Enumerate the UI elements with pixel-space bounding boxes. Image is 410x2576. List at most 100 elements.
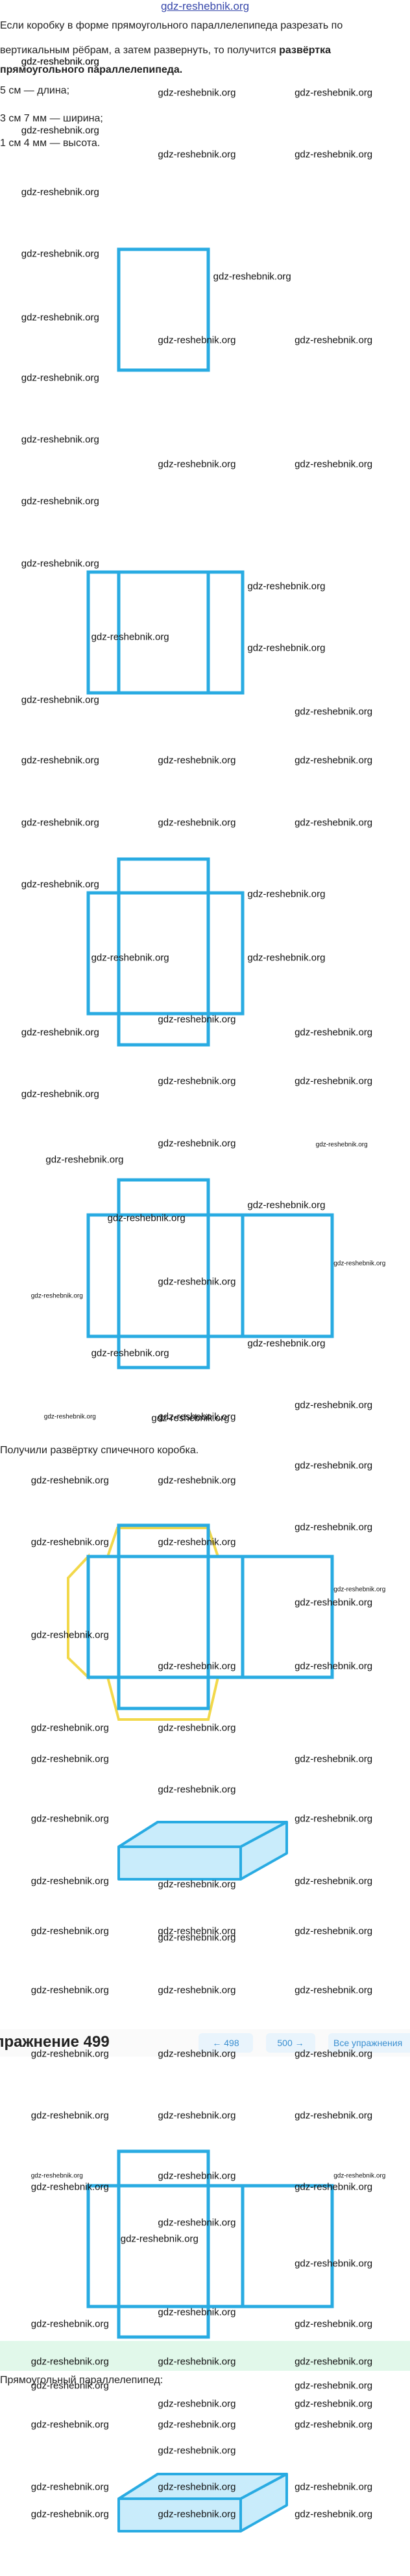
watermark: gdz-reshebnik.org	[91, 952, 169, 964]
intro-bold: развёртка	[279, 45, 331, 56]
net-with-flaps	[67, 1523, 334, 1721]
net-step-1	[117, 247, 210, 372]
watermark: gdz-reshebnik.org	[158, 2481, 236, 2493]
watermark: gdz-reshebnik.org	[295, 2380, 373, 2392]
watermark: gdz-reshebnik.org	[158, 1660, 236, 1672]
watermark: gdz-reshebnik.org	[21, 1088, 99, 1100]
watermark: gdz-reshebnik.org	[295, 87, 373, 99]
watermark: gdz-reshebnik.org	[295, 458, 373, 470]
watermark: gdz-reshebnik.org	[295, 755, 373, 766]
watermark: gdz-reshebnik.org	[21, 186, 99, 198]
site-logo[interactable]: gdz-reshebnik.org	[160, 0, 250, 12]
watermark: gdz-reshebnik.org	[315, 1141, 368, 1149]
watermark: gdz-reshebnik.org	[21, 495, 99, 507]
watermark: gdz-reshebnik.org	[295, 2398, 373, 2410]
watermark: gdz-reshebnik.org	[295, 1027, 373, 1038]
watermark: gdz-reshebnik.org	[151, 1412, 230, 1424]
watermark: gdz-reshebnik.org	[120, 2233, 199, 2245]
watermark: gdz-reshebnik.org	[30, 1722, 109, 1734]
watermark: gdz-reshebnik.org	[21, 56, 99, 68]
watermark: gdz-reshebnik.org	[295, 1460, 373, 1471]
watermark: gdz-reshebnik.org	[295, 2048, 373, 2059]
result-text: Получили развёртку спичечного коробка.	[0, 1445, 199, 1456]
net-step-4	[86, 1178, 334, 1369]
exercise-heading: Упражнение 499	[0, 2033, 110, 2051]
watermark: gdz-reshebnik.org	[158, 334, 236, 346]
watermark: gdz-reshebnik.org	[295, 2356, 373, 2367]
watermark: gdz-reshebnik.org	[295, 2419, 373, 2431]
watermark: gdz-reshebnik.org	[30, 2181, 109, 2193]
watermark: gdz-reshebnik.org	[158, 1932, 236, 1944]
watermark: gdz-reshebnik.org	[30, 2048, 109, 2059]
watermark: gdz-reshebnik.org	[21, 558, 99, 569]
watermark: gdz-reshebnik.org	[30, 1292, 83, 1300]
all-button[interactable]: Все упражнения	[328, 2033, 410, 2053]
dimension: 1 см 4 мм — высота.	[0, 138, 101, 149]
dimension: 3 см 7 мм — ширина;	[0, 113, 103, 124]
watermark: gdz-reshebnik.org	[158, 1784, 236, 1795]
watermark: gdz-reshebnik.org	[295, 2318, 373, 2330]
watermark: gdz-reshebnik.org	[21, 56, 99, 68]
watermark: gdz-reshebnik.org	[30, 1813, 109, 1825]
watermark: gdz-reshebnik.org	[30, 1475, 109, 1486]
watermark: gdz-reshebnik.org	[295, 1875, 373, 1887]
watermark: gdz-reshebnik.org	[295, 817, 373, 828]
watermark: gdz-reshebnik.org	[158, 2356, 236, 2367]
intro-line: вертикальным рёбрам, а затем развернуть,…	[0, 44, 331, 57]
watermark: gdz-reshebnik.org	[158, 2445, 236, 2457]
watermark: gdz-reshebnik.org	[158, 1722, 236, 1734]
watermark: gdz-reshebnik.org	[158, 1475, 236, 1486]
watermark: gdz-reshebnik.org	[43, 1413, 96, 1421]
watermark: gdz-reshebnik.org	[158, 2170, 236, 2182]
watermark: gdz-reshebnik.org	[30, 1536, 109, 1548]
watermark: gdz-reshebnik.org	[295, 706, 373, 718]
watermark: gdz-reshebnik.org	[247, 1338, 326, 1349]
watermark: gdz-reshebnik.org	[91, 631, 169, 643]
prev-button[interactable]: ← 498	[199, 2033, 253, 2053]
watermark: gdz-reshebnik.org	[158, 1879, 236, 1890]
watermark: gdz-reshebnik.org	[21, 879, 99, 890]
watermark: gdz-reshebnik.org	[91, 1347, 169, 1359]
answer-label: Прямоугольный параллелепипед:	[0, 2375, 163, 2386]
watermark: gdz-reshebnik.org	[158, 458, 236, 470]
watermark: gdz-reshebnik.org	[30, 2110, 109, 2121]
watermark: gdz-reshebnik.org	[295, 1075, 373, 1087]
watermark: gdz-reshebnik.org	[21, 125, 99, 136]
watermark: gdz-reshebnik.org	[21, 694, 99, 706]
watermark: gdz-reshebnik.org	[30, 1875, 109, 1887]
watermark: gdz-reshebnik.org	[158, 1984, 236, 1996]
watermark: gdz-reshebnik.org	[158, 1925, 236, 1937]
watermark: gdz-reshebnik.org	[295, 2258, 373, 2270]
intro-text: вертикальным рёбрам, а затем развернуть,…	[0, 45, 280, 56]
watermark: gdz-reshebnik.org	[30, 1984, 109, 1996]
watermark: gdz-reshebnik.org	[295, 2181, 373, 2193]
watermark: gdz-reshebnik.org	[295, 1660, 373, 1672]
watermark: gdz-reshebnik.org	[158, 2307, 236, 2318]
watermark: gdz-reshebnik.org	[21, 755, 99, 766]
next-button[interactable]: 500 →	[266, 2033, 315, 2053]
watermark: gdz-reshebnik.org	[158, 1075, 236, 1087]
watermark: gdz-reshebnik.org	[295, 334, 373, 346]
watermark: gdz-reshebnik.org	[158, 2048, 236, 2059]
watermark: gdz-reshebnik.org	[247, 952, 326, 964]
watermark: gdz-reshebnik.org	[158, 2419, 236, 2431]
exercise-nav: Упражнение 499 ← 498 500 → Все упражнени…	[0, 2029, 410, 2057]
watermark: gdz-reshebnik.org	[158, 87, 236, 99]
watermark: gdz-reshebnik.org	[333, 2172, 386, 2180]
watermark: gdz-reshebnik.org	[21, 1027, 99, 1038]
watermark: gdz-reshebnik.org	[158, 1276, 236, 1288]
watermark: gdz-reshebnik.org	[295, 1399, 373, 1411]
watermark: gdz-reshebnik.org	[247, 642, 326, 654]
watermark: gdz-reshebnik.org	[30, 2380, 109, 2392]
watermark: gdz-reshebnik.org	[295, 1813, 373, 1825]
watermark: gdz-reshebnik.org	[333, 1260, 386, 1268]
watermark: gdz-reshebnik.org	[158, 2217, 236, 2229]
watermark: gdz-reshebnik.org	[333, 1586, 386, 1594]
watermark: gdz-reshebnik.org	[158, 1411, 236, 1423]
watermark: gdz-reshebnik.org	[21, 312, 99, 323]
answer-band	[0, 2341, 410, 2371]
net-step-2	[86, 570, 245, 695]
watermark: gdz-reshebnik.org	[158, 1536, 236, 1548]
